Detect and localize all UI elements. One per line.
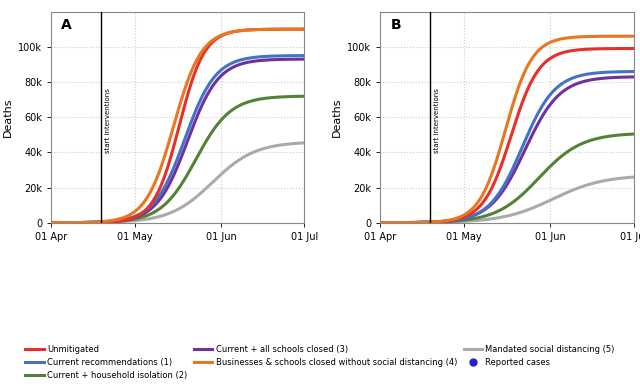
Legend: Unmitigated, Current recommendations (1), Current + household isolation (2), Cur: Unmitigated, Current recommendations (1)… xyxy=(26,345,614,380)
Text: B: B xyxy=(390,18,401,32)
Text: A: A xyxy=(61,18,72,32)
Y-axis label: Deaths: Deaths xyxy=(3,98,13,137)
Text: start interventions: start interventions xyxy=(104,88,111,153)
Text: start interventions: start interventions xyxy=(434,88,440,153)
Y-axis label: Deaths: Deaths xyxy=(332,98,342,137)
